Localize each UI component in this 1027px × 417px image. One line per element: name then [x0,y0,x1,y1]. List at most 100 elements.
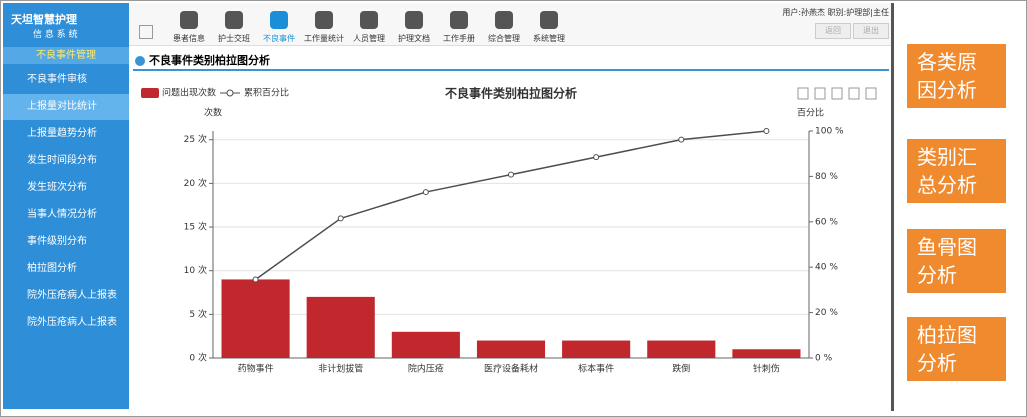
side-button[interactable]: 各类原因分析 [907,44,1006,108]
line-point [337,215,344,222]
y-tick-label: 10 次 [184,264,207,276]
x-tick-label: 院内压疮 [408,363,444,375]
toolbar-item[interactable]: 系统管理 [524,3,574,44]
button[interactable]: 退出 [853,23,889,39]
toolbar-item[interactable]: 工作手册 [434,3,484,44]
menu-item[interactable]: 上报量趋势分析 [27,128,97,139]
toolbar-icon [225,11,243,29]
bar [221,279,290,358]
y-axis-title: 次数 [204,107,222,119]
toolbar: 患者信息 护士交班 不良事件 工作量统计 人员管理 护理文档 工作手册 综合管理 系统管理 用户… [129,3,891,46]
menu-item[interactable]: 发生班次分布 [27,182,87,193]
menu-item[interactable]: 院外压疮病人上报表 [27,317,117,328]
x-tick-label: 药物事件 [238,363,274,375]
toolbar-icon [495,11,513,29]
y-tick-label: 5 次 [189,308,207,320]
toolbar-label: 工作手册 [443,34,475,43]
section-header: 不良事件管理 [3,47,129,64]
x-tick-label: 标本事件 [578,363,614,375]
menu-item[interactable]: 柏拉图分析 [27,263,77,274]
x-tick-label: 非计划拔管 [318,363,363,375]
y-tick-label: 20 次 [184,177,207,189]
menu-item[interactable]: 发生时间段分布 [27,155,97,166]
toolbar-label: 系统管理 [533,34,565,43]
bar [647,340,716,358]
bar [391,331,460,358]
menu-item[interactable]: 上报量对比统计 [3,94,129,120]
button[interactable]: 返回 [815,23,851,39]
y2-tick-label: 100 % [815,127,844,137]
toolbar-label: 护理文档 [398,34,430,43]
user-info: 用户:孙燕杰 职别:护理部|主任 [782,8,889,17]
toolbar-icon [180,11,198,29]
line-point [422,189,429,196]
menu-item[interactable]: 院外压疮病人上报表 [27,290,117,301]
toolbar-label: 患者信息 [173,34,205,43]
toolbar-item[interactable]: 综合管理 [479,3,529,44]
side-button[interactable]: 柏拉图分析 [907,317,1006,381]
toolbar-item[interactable]: 护理文档 [389,3,439,44]
toolbar-label: 人员管理 [353,34,385,43]
y2-axis-title: 百分比 [797,107,824,119]
divider [891,3,894,411]
bar [562,340,631,358]
chart-tool-icon[interactable] [831,87,843,100]
line-point [593,154,600,161]
toolbar-icon [315,11,333,29]
logo-sub: 信 息 系 统 [33,30,78,40]
chart-tool-icon[interactable] [848,87,860,100]
title-icon [135,56,145,66]
line-point [678,136,685,143]
legend-label: 累积百分比 [244,87,289,99]
toolbar-icon [360,11,378,29]
line-point [763,128,770,134]
y2-tick-label: 60 % [815,217,838,227]
y2-tick-label: 40 % [815,263,838,273]
y-tick-label: 0 次 [189,352,207,364]
toolbar-icon [405,11,423,29]
y2-tick-label: 80 % [815,172,838,182]
toolbar-item[interactable]: 工作量统计 [299,3,349,44]
page-title: 不良事件类别柏拉图分析 [133,51,889,71]
bar [732,349,801,358]
x-tick-label: 针刺伤 [753,363,780,375]
chart-tool-icon[interactable] [814,87,826,100]
legend-swatch [226,89,234,97]
menu-item[interactable]: 不良事件审核 [27,74,87,85]
y2-tick-label: 0 % [815,354,833,364]
bar [476,340,546,358]
legend-label: 问题出现次数 [162,87,216,99]
logo: 天坦智慧护理 [11,13,77,26]
menu-item[interactable]: 当事人情况分析 [27,209,97,220]
chart-tool-icon[interactable] [797,87,809,100]
side-button[interactable]: 鱼骨图分析 [907,229,1006,293]
side-button[interactable]: 类别汇总分析 [907,139,1006,203]
x-tick-label: 医疗设备耗材 [484,363,538,375]
toolbar-icon [540,11,558,29]
toolbar-label: 不良事件 [263,34,295,43]
toolbar-icon [450,11,468,29]
toolbar-item[interactable]: 不良事件 [254,3,304,44]
menu-item[interactable]: 事件级别分布 [27,236,87,247]
y-tick-label: 15 次 [184,221,207,233]
y2-tick-label: 20 % [815,308,838,318]
toolbar-label: 护士交班 [218,34,250,43]
toolbar-item[interactable]: 护士交班 [209,3,259,44]
line-point [508,171,514,178]
cumulative-line [255,130,767,281]
toolbar-icon [270,11,288,29]
toolbar-label: 综合管理 [488,34,520,43]
chart-tool-icon[interactable] [865,87,877,100]
sidebar: 天坦智慧护理 信 息 系 统 不良事件管理 不良事件审核上报量对比统计上报量趋势… [3,3,129,409]
legend-swatch [141,88,159,98]
toolbar-item[interactable]: 人员管理 [344,3,394,44]
y-tick-label: 25 次 [184,133,207,145]
bar [306,296,375,358]
toolbar-label: 工作量统计 [304,34,344,43]
menu-toggle[interactable] [139,25,153,39]
line-point [252,276,259,283]
chart-title: 不良事件类别柏拉图分析 [445,86,577,101]
toolbar-item[interactable]: 患者信息 [164,3,214,44]
